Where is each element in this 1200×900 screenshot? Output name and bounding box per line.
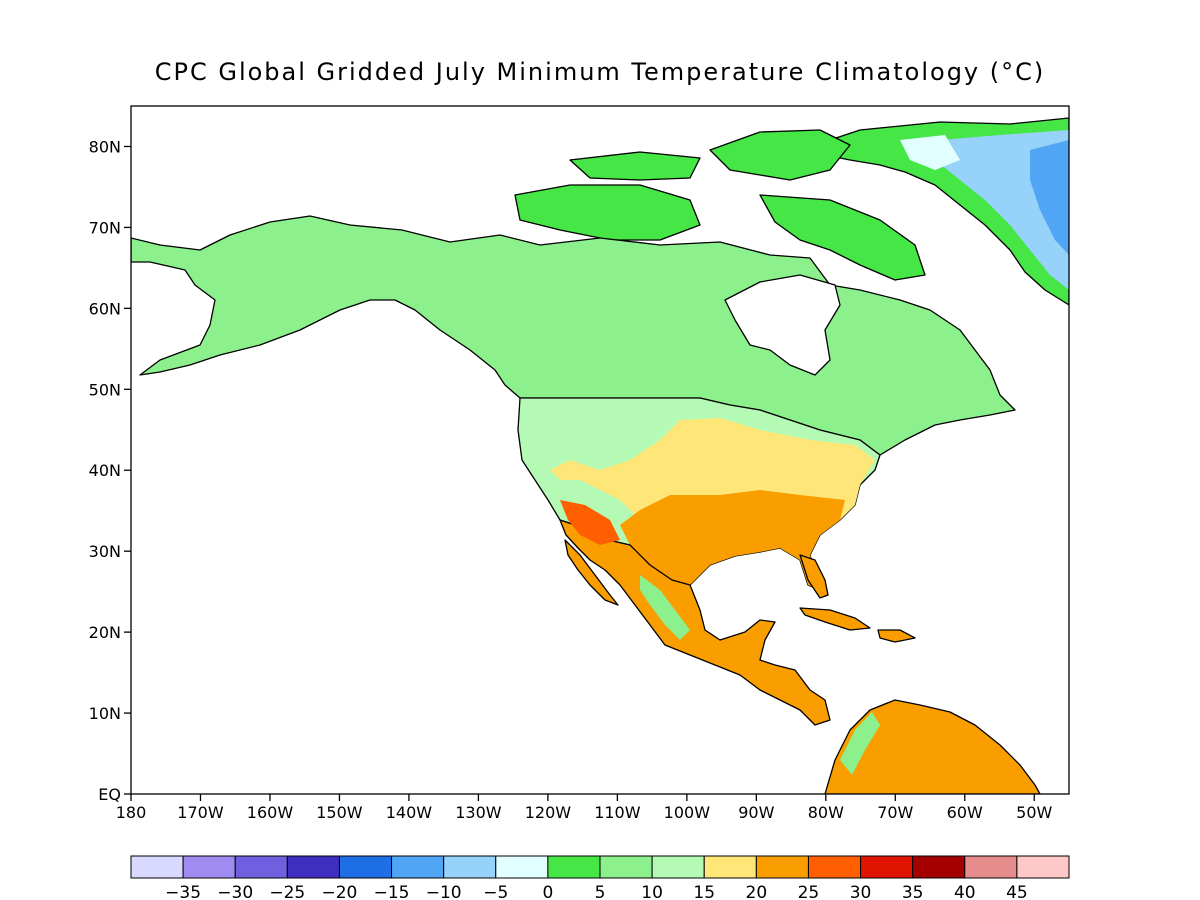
colorbar-label: 5 bbox=[595, 883, 606, 900]
mexico-highlands bbox=[640, 575, 690, 640]
lon-tick-label: 170W bbox=[177, 803, 224, 822]
colorbar-swatch bbox=[599, 855, 653, 879]
colorbar-swatch bbox=[807, 855, 862, 879]
colorbar-label: 35 bbox=[902, 883, 924, 900]
latitude-axis: EQ 10N 20N 30N 40N 50N 60N 70N 80N bbox=[89, 137, 131, 804]
lon-tick-label: 80W bbox=[808, 803, 844, 822]
plot-frame bbox=[130, 105, 1070, 795]
colorbar-swatch bbox=[547, 855, 601, 879]
hispaniola bbox=[877, 629, 916, 643]
colorbar-swatch bbox=[130, 855, 184, 879]
lon-tick-label: 100W bbox=[664, 803, 711, 822]
arctic-island-victoria bbox=[514, 184, 701, 241]
lon-tick-label: 140W bbox=[386, 803, 433, 822]
colorbar-swatch bbox=[286, 855, 340, 879]
colorbar-label: −35 bbox=[165, 883, 201, 900]
colorbar-swatch bbox=[443, 855, 497, 879]
lon-tick-label: 130W bbox=[455, 803, 502, 822]
colorbar-swatch bbox=[703, 855, 757, 879]
lon-tick-label: 160W bbox=[247, 803, 294, 822]
colorbar-label: −30 bbox=[217, 883, 253, 900]
lat-tick-label: 20N bbox=[89, 623, 121, 642]
colorbar-label: −25 bbox=[269, 883, 305, 900]
andes-highlands bbox=[840, 712, 880, 775]
lon-tick-label: 50W bbox=[1016, 803, 1052, 822]
colorbar-swatch bbox=[964, 855, 1018, 879]
colorbar: −35 −30 −25 −20 −15 −10 −5 0 5 10 15 20 25 30 35 40 45 bbox=[130, 855, 1070, 900]
colorbar-label: 30 bbox=[850, 883, 872, 900]
hudson-bay bbox=[724, 274, 841, 376]
lon-tick-label: 60W bbox=[947, 803, 983, 822]
desert-southwest bbox=[560, 500, 620, 545]
colorbar-label: −15 bbox=[374, 883, 410, 900]
colorbar-label: 20 bbox=[746, 883, 768, 900]
usa-hot-south bbox=[620, 490, 845, 590]
colorbar-swatch bbox=[1016, 855, 1070, 879]
colorbar-label: 15 bbox=[693, 883, 715, 900]
map-title: CPC Global Gridded July Minimum Temperat… bbox=[154, 58, 1046, 86]
colorbar-swatch bbox=[234, 855, 288, 879]
lon-tick-label: 120W bbox=[525, 803, 572, 822]
arctic-island-west bbox=[569, 151, 701, 181]
colorbar-label: 0 bbox=[542, 883, 553, 900]
lat-tick-label: 80N bbox=[89, 137, 121, 156]
colorbar-label: −20 bbox=[321, 883, 357, 900]
cuba bbox=[799, 607, 871, 631]
lon-tick-label: 150W bbox=[316, 803, 363, 822]
colorbar-label: 45 bbox=[1006, 883, 1028, 900]
colorbar-label: 25 bbox=[798, 883, 820, 900]
arctic-island-ellesmere bbox=[709, 129, 851, 181]
colorbar-label: −10 bbox=[426, 883, 462, 900]
lat-tick-label: 30N bbox=[89, 542, 121, 561]
mexico-landmass bbox=[559, 519, 831, 726]
lat-tick-label: 40N bbox=[89, 461, 121, 480]
colorbar-label: 40 bbox=[954, 883, 976, 900]
lat-tick-label: 60N bbox=[89, 299, 121, 318]
lat-tick-label: 50N bbox=[89, 380, 121, 399]
florida bbox=[799, 554, 829, 599]
lon-tick-label: 180 bbox=[116, 803, 147, 822]
colorbar-label: −5 bbox=[483, 883, 508, 900]
colorbar-swatch bbox=[338, 855, 393, 879]
colorbar-swatch bbox=[912, 855, 966, 879]
colorbar-swatch bbox=[495, 855, 549, 879]
colorbar-swatch bbox=[651, 855, 705, 879]
colorbar-swatch bbox=[860, 855, 914, 879]
colorbar-swatch bbox=[391, 855, 445, 879]
lat-tick-label: 70N bbox=[89, 218, 121, 237]
lat-tick-label: EQ bbox=[98, 785, 121, 804]
colorbar-swatch bbox=[755, 855, 809, 879]
arctic-island-baffin bbox=[759, 194, 926, 281]
greenland-ice-core bbox=[1030, 140, 1069, 255]
lon-tick-label: 70W bbox=[877, 803, 913, 822]
longitude-axis: 180 170W 160W 150W 140W 130W 120W 110W 100W 90W 80… bbox=[116, 794, 1053, 822]
lat-tick-label: 10N bbox=[89, 704, 121, 723]
lon-tick-label: 110W bbox=[594, 803, 641, 822]
colorbar-label: 10 bbox=[641, 883, 663, 900]
lon-tick-label: 90W bbox=[738, 803, 774, 822]
colorbar-swatch bbox=[182, 855, 236, 879]
greenland-fringe bbox=[900, 135, 960, 170]
baja-california bbox=[564, 539, 619, 606]
